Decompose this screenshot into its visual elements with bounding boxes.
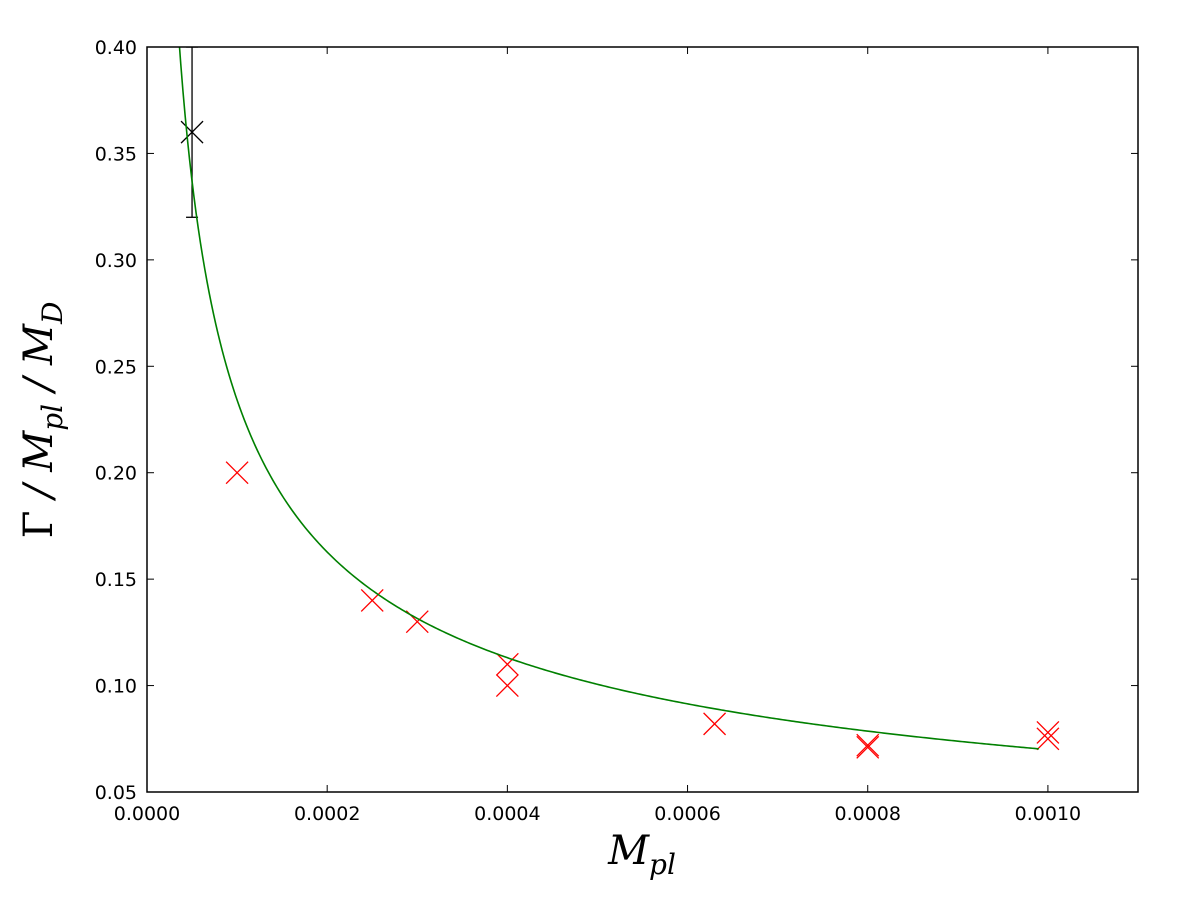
x-tick-label: 0.0004 (474, 803, 540, 825)
y-tick-label: 0.25 (95, 356, 137, 378)
x-axis-label: Mpl (607, 828, 676, 881)
x-tick-label: 0.0000 (114, 803, 180, 825)
y-tick-label: 0.30 (95, 250, 137, 272)
data-point-black (180, 120, 204, 144)
plot-area: 0.0000 0.0002 0.0004 0.0006 0.0008 0.0010 0.05… (95, 37, 1139, 825)
data-layer (178, 47, 1060, 759)
plot-frame (146, 46, 1139, 793)
data-point-red (1036, 727, 1060, 751)
data-point-red (225, 461, 249, 485)
data-point-red (360, 588, 384, 612)
y-tick-label: 0.20 (95, 463, 137, 485)
svg-text:Γ / Mpl / MD: Γ / Mpl / MD (16, 302, 69, 539)
ticks (146, 46, 1138, 793)
y-tick-label: 0.10 (95, 676, 137, 698)
y-axis-label: Γ / Mpl / MD (16, 302, 69, 539)
data-point-red (495, 652, 519, 676)
data-point-red (495, 674, 519, 698)
fit-curve (178, 47, 1039, 750)
data-point-red (856, 733, 880, 757)
x-tick-label: 0.0008 (834, 803, 900, 825)
data-point-red (1036, 720, 1060, 744)
y-tick-label: 0.35 (95, 143, 137, 165)
data-point-red (856, 735, 880, 759)
svg-text:Mpl: Mpl (607, 828, 676, 881)
y-tick-label: 0.40 (95, 37, 137, 59)
data-point-red (703, 712, 727, 736)
y-tick-label: 0.05 (95, 782, 137, 804)
tick-labels: 0.0000 0.0002 0.0004 0.0006 0.0008 0.0010 0.05… (95, 37, 1081, 825)
x-tick-label: 0.0006 (654, 803, 720, 825)
y-tick-label: 0.15 (95, 569, 137, 591)
x-tick-label: 0.0010 (1015, 803, 1081, 825)
x-tick-label: 0.0002 (294, 803, 360, 825)
